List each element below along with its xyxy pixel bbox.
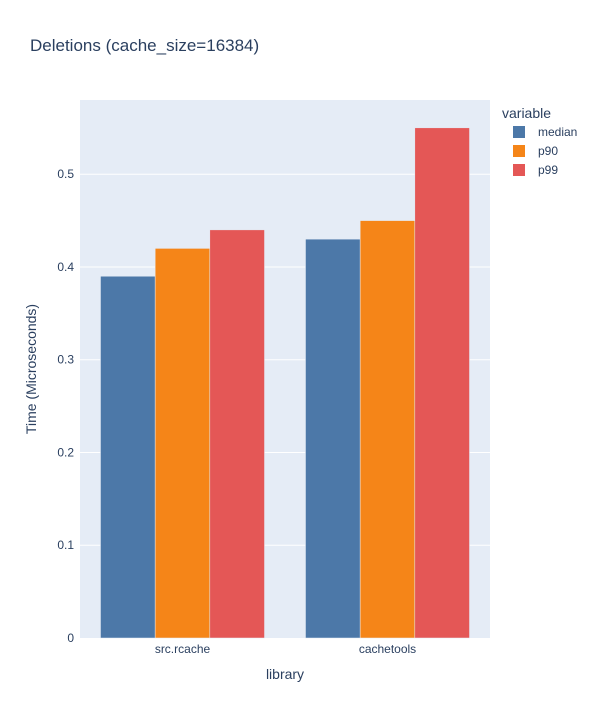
y-axis-ticks: 0 0.1 0.2 0.3 0.4 0.5 bbox=[57, 167, 74, 645]
y-tick-label: 0.2 bbox=[57, 445, 74, 459]
bars bbox=[100, 127, 470, 639]
bar-p90 bbox=[359, 220, 416, 639]
legend: variable median p90 p99 bbox=[502, 105, 577, 177]
x-axis-title: library bbox=[266, 666, 304, 682]
bar-p90 bbox=[154, 248, 211, 639]
y-tick-label: 0.4 bbox=[57, 260, 74, 274]
legend-label-median: median bbox=[538, 125, 577, 139]
legend-label-p90: p90 bbox=[538, 144, 558, 158]
y-tick-label: 0 bbox=[67, 631, 74, 645]
y-tick-label: 0.1 bbox=[57, 538, 74, 552]
y-tick-label: 0.5 bbox=[57, 167, 74, 181]
legend-swatch-p90 bbox=[513, 145, 525, 157]
legend-title: variable bbox=[502, 105, 551, 121]
x-tick-label: cachetools bbox=[359, 642, 416, 656]
bar-p99 bbox=[414, 127, 470, 639]
legend-swatch-median bbox=[513, 126, 525, 138]
bar-p99 bbox=[209, 229, 265, 639]
legend-swatch-p99 bbox=[513, 164, 525, 176]
y-axis-title: Time (Microseconds) bbox=[23, 304, 39, 434]
legend-label-p99: p99 bbox=[538, 163, 558, 177]
bar-median bbox=[305, 238, 361, 639]
y-tick-label: 0.3 bbox=[57, 353, 74, 367]
x-axis-ticks: src.rcache cachetools bbox=[155, 642, 416, 656]
bar-median bbox=[100, 275, 156, 639]
chart-title: Deletions (cache_size=16384) bbox=[30, 36, 259, 55]
x-tick-label: src.rcache bbox=[155, 642, 211, 656]
